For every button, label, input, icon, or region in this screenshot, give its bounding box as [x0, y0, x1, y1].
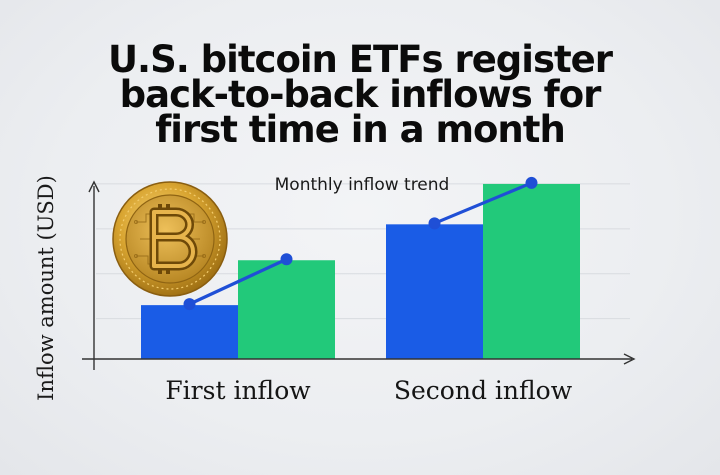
trend-point-2-start	[428, 217, 441, 230]
chart-subtitle: Monthly inflow trend	[275, 175, 450, 195]
headline-line-1: U.S. bitcoin ETFs register	[107, 38, 613, 81]
trend-point-2-end	[525, 176, 538, 189]
trend-point-1-start	[183, 298, 196, 311]
bar-2-green	[483, 183, 580, 359]
bitcoin-coin-icon	[112, 181, 228, 297]
trend-point-1-end	[280, 253, 293, 266]
x-axis-categories: First inflow Second inflow	[165, 376, 572, 405]
headline-line-2: back-to-back inflows for	[119, 73, 602, 116]
bar-1-blue	[141, 305, 238, 359]
bar-group	[141, 183, 580, 359]
category-label-1: First inflow	[165, 376, 311, 405]
trend-line-1	[187, 257, 289, 306]
headline: U.S. bitcoin ETFs register back-to-back …	[40, 38, 680, 151]
headline-line-3: first time in a month	[155, 108, 566, 151]
category-label-2: Second inflow	[394, 376, 573, 405]
bar-2-blue	[386, 224, 483, 359]
bar-1-green	[238, 260, 335, 359]
axes	[82, 180, 636, 370]
y-axis-label: Inflow amount (USD)	[34, 175, 58, 401]
trend-line-2	[432, 181, 534, 225]
trend-lines	[183, 176, 538, 311]
